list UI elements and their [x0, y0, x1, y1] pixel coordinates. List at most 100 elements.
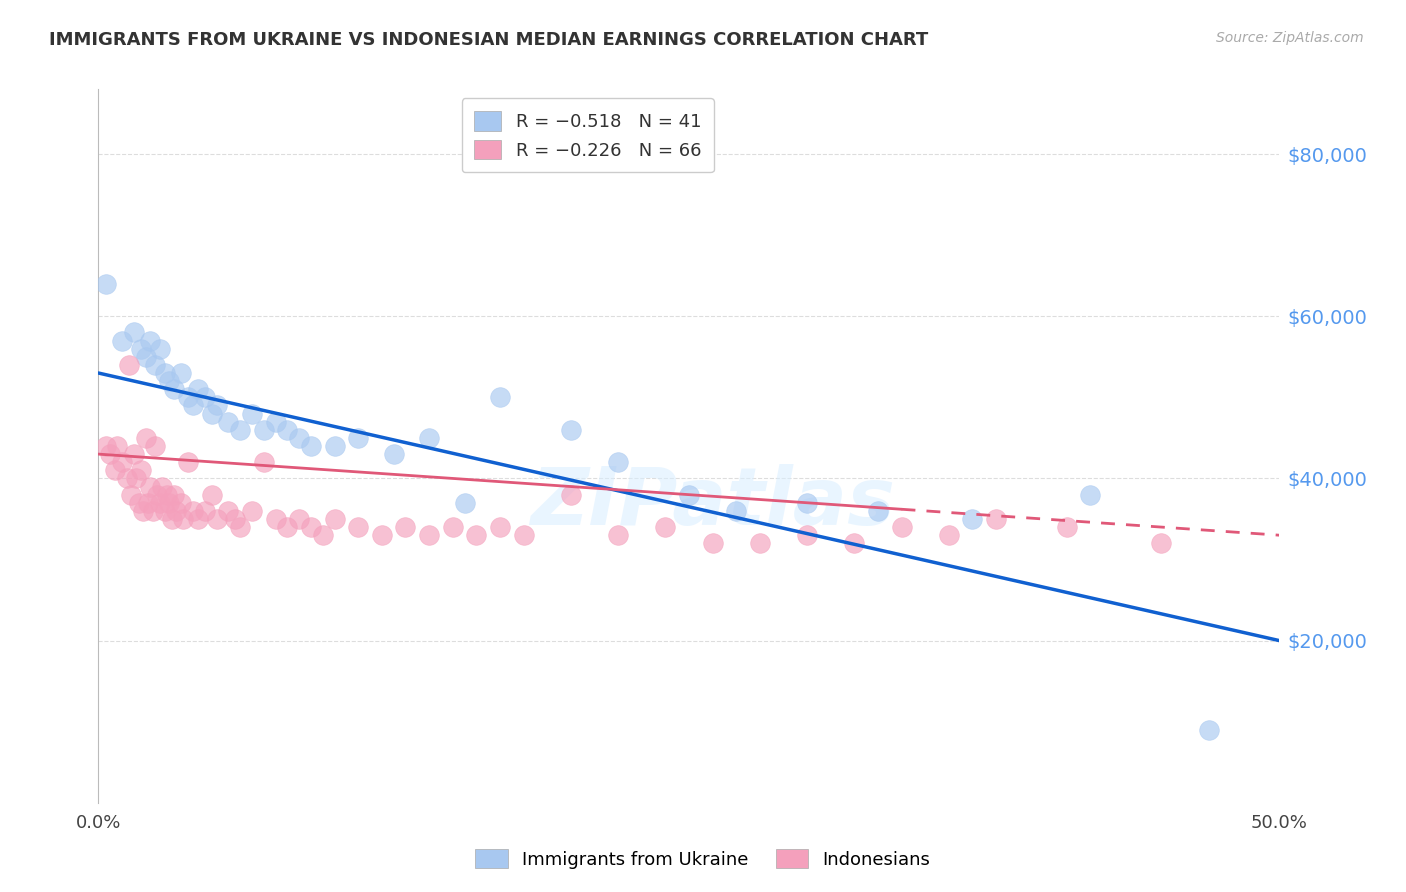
Point — [678, 488, 700, 502]
Point — [938, 528, 960, 542]
Point — [702, 536, 724, 550]
Point — [201, 488, 224, 502]
Point — [323, 439, 346, 453]
Point — [163, 382, 186, 396]
Point — [217, 415, 239, 429]
Point — [156, 488, 179, 502]
Point — [489, 520, 512, 534]
Point — [165, 504, 187, 518]
Point — [1198, 723, 1220, 737]
Point — [312, 528, 335, 542]
Point — [453, 496, 475, 510]
Point — [177, 455, 200, 469]
Point — [217, 504, 239, 518]
Point — [240, 407, 263, 421]
Point — [194, 504, 217, 518]
Point — [132, 504, 155, 518]
Point — [104, 463, 127, 477]
Point — [135, 350, 157, 364]
Point — [890, 520, 912, 534]
Point — [122, 447, 145, 461]
Point — [512, 528, 534, 542]
Point — [276, 520, 298, 534]
Point — [187, 512, 209, 526]
Point — [194, 390, 217, 404]
Point — [299, 520, 322, 534]
Point — [118, 358, 141, 372]
Point — [560, 423, 582, 437]
Point — [866, 504, 889, 518]
Point — [125, 471, 148, 485]
Point — [111, 455, 134, 469]
Point — [143, 358, 166, 372]
Point — [153, 504, 176, 518]
Point — [1150, 536, 1173, 550]
Point — [150, 479, 173, 493]
Point — [489, 390, 512, 404]
Point — [181, 504, 204, 518]
Point — [240, 504, 263, 518]
Point — [347, 520, 370, 534]
Point — [172, 512, 194, 526]
Point — [984, 512, 1007, 526]
Point — [170, 496, 193, 510]
Point — [94, 439, 117, 453]
Legend: Immigrants from Ukraine, Indonesians: Immigrants from Ukraine, Indonesians — [468, 841, 938, 876]
Legend: R = −0.518   N = 41, R = −0.226   N = 66: R = −0.518 N = 41, R = −0.226 N = 66 — [461, 98, 714, 172]
Point — [264, 415, 287, 429]
Point — [1056, 520, 1078, 534]
Text: IMMIGRANTS FROM UKRAINE VS INDONESIAN MEDIAN EARNINGS CORRELATION CHART: IMMIGRANTS FROM UKRAINE VS INDONESIAN ME… — [49, 31, 928, 49]
Point — [201, 407, 224, 421]
Point — [418, 528, 440, 542]
Point — [229, 520, 252, 534]
Point — [844, 536, 866, 550]
Point — [136, 496, 159, 510]
Point — [796, 496, 818, 510]
Point — [299, 439, 322, 453]
Point — [748, 536, 770, 550]
Point — [654, 520, 676, 534]
Point — [288, 431, 311, 445]
Point — [264, 512, 287, 526]
Point — [1080, 488, 1102, 502]
Point — [607, 528, 630, 542]
Point — [139, 334, 162, 348]
Point — [796, 528, 818, 542]
Point — [153, 366, 176, 380]
Point — [441, 520, 464, 534]
Point — [160, 512, 183, 526]
Point — [139, 479, 162, 493]
Point — [122, 326, 145, 340]
Point — [129, 342, 152, 356]
Point — [157, 496, 180, 510]
Point — [205, 512, 228, 526]
Point — [115, 471, 138, 485]
Point — [347, 431, 370, 445]
Point — [149, 342, 172, 356]
Point — [465, 528, 488, 542]
Point — [105, 439, 128, 453]
Text: ZIPatlas: ZIPatlas — [530, 464, 896, 542]
Point — [187, 382, 209, 396]
Point — [129, 463, 152, 477]
Point — [146, 488, 169, 502]
Point — [170, 366, 193, 380]
Point — [143, 439, 166, 453]
Point — [607, 455, 630, 469]
Point — [371, 528, 394, 542]
Point — [157, 374, 180, 388]
Point — [276, 423, 298, 437]
Point — [725, 504, 748, 518]
Point — [94, 277, 117, 291]
Point — [98, 447, 121, 461]
Point — [149, 496, 172, 510]
Point — [253, 455, 276, 469]
Point — [418, 431, 440, 445]
Point — [224, 512, 246, 526]
Point — [135, 431, 157, 445]
Point — [253, 423, 276, 437]
Text: Source: ZipAtlas.com: Source: ZipAtlas.com — [1216, 31, 1364, 45]
Point — [177, 390, 200, 404]
Point — [181, 399, 204, 413]
Point — [205, 399, 228, 413]
